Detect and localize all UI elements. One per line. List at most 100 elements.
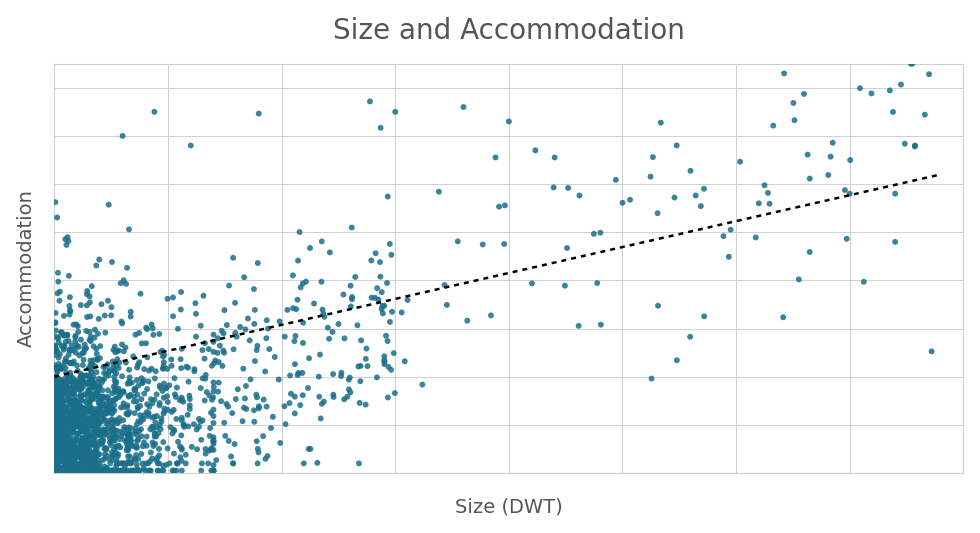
Point xyxy=(82,312,98,321)
Point xyxy=(140,412,156,421)
Point xyxy=(209,456,224,464)
Point xyxy=(53,466,69,475)
Point xyxy=(54,466,70,475)
Point xyxy=(54,455,70,464)
Point xyxy=(382,240,398,248)
Point xyxy=(54,466,70,475)
Point xyxy=(66,403,81,411)
Point xyxy=(62,306,77,314)
Point xyxy=(70,449,85,458)
Point xyxy=(51,427,67,436)
Point xyxy=(61,444,76,453)
Point xyxy=(358,400,373,409)
Point xyxy=(51,405,67,413)
Point xyxy=(61,466,76,475)
Point xyxy=(51,446,67,454)
Point xyxy=(85,373,101,382)
Point xyxy=(206,466,221,475)
Point xyxy=(50,466,66,475)
Point xyxy=(48,389,64,397)
Point xyxy=(68,464,83,472)
Point xyxy=(197,354,213,363)
Point xyxy=(61,466,76,475)
Point xyxy=(65,453,80,461)
Point xyxy=(644,374,660,383)
Point xyxy=(135,442,151,450)
Point xyxy=(50,289,66,297)
Point xyxy=(71,343,86,351)
Point xyxy=(47,387,63,396)
Point xyxy=(139,408,155,416)
Point xyxy=(52,466,68,475)
Point xyxy=(65,466,80,475)
Point xyxy=(170,459,185,467)
Point xyxy=(50,466,66,475)
Point xyxy=(64,466,79,475)
Point xyxy=(70,400,85,408)
Point xyxy=(249,393,265,401)
Point xyxy=(152,399,168,407)
Point xyxy=(72,385,87,394)
Point xyxy=(144,399,160,408)
Point xyxy=(88,466,104,475)
Point xyxy=(106,451,122,460)
Point xyxy=(48,445,64,453)
Point xyxy=(128,427,144,436)
Point xyxy=(882,86,898,95)
Point xyxy=(77,439,93,448)
Point xyxy=(791,275,807,284)
Point xyxy=(67,466,82,475)
Point xyxy=(59,407,74,416)
Point xyxy=(52,386,68,395)
Point xyxy=(65,422,80,431)
Point xyxy=(51,433,67,441)
Point xyxy=(87,414,103,423)
Point xyxy=(95,409,111,418)
Point xyxy=(52,426,68,434)
Point xyxy=(59,402,74,410)
Point xyxy=(63,440,78,448)
Point xyxy=(62,392,77,400)
Point xyxy=(52,416,68,425)
Point xyxy=(49,443,65,452)
Point xyxy=(119,409,134,418)
Point xyxy=(376,360,392,368)
Point xyxy=(57,466,73,475)
Point xyxy=(80,454,96,462)
Point xyxy=(90,390,106,398)
Point xyxy=(206,436,221,445)
Point xyxy=(74,409,90,417)
Point xyxy=(57,448,73,457)
Point xyxy=(218,432,233,440)
Point xyxy=(53,466,69,475)
Point xyxy=(56,408,72,416)
Point xyxy=(132,402,148,410)
Point xyxy=(237,325,253,334)
Point xyxy=(155,466,171,475)
Point xyxy=(93,431,109,440)
Point xyxy=(247,305,263,314)
Point xyxy=(62,434,77,443)
Point xyxy=(62,293,77,302)
Point xyxy=(108,388,123,397)
Point xyxy=(47,395,63,404)
Point xyxy=(94,378,110,386)
Point xyxy=(383,366,399,374)
Point xyxy=(693,202,709,211)
Point xyxy=(51,466,67,475)
Point xyxy=(387,389,403,398)
Point xyxy=(99,464,115,472)
Point xyxy=(58,386,74,394)
Point xyxy=(198,370,214,379)
Point xyxy=(104,466,120,475)
Point xyxy=(68,417,83,425)
Point xyxy=(593,320,609,329)
Point xyxy=(92,439,108,448)
Point xyxy=(199,388,215,397)
Point xyxy=(374,288,390,296)
Point xyxy=(75,382,91,391)
Point xyxy=(59,425,74,433)
Point xyxy=(72,385,87,394)
Point xyxy=(57,466,73,475)
Point xyxy=(50,454,66,463)
